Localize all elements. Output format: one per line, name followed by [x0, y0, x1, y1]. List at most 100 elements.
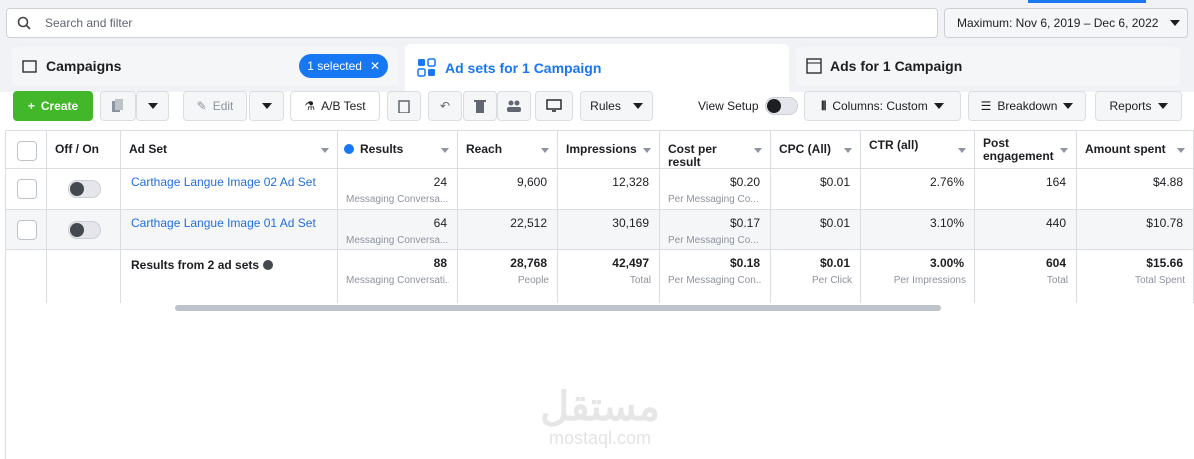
- tab-active[interactable]: Ad sets for 1 Campaign: [405, 44, 789, 92]
- date-range-text: Maximum: Nov 6, 2019 – Dec 6, 2022: [957, 16, 1159, 30]
- table-cell: Results from 2 ad sets: [121, 250, 338, 303]
- info-icon: [344, 144, 354, 154]
- checkbox[interactable]: [17, 179, 37, 199]
- selected-badge[interactable]: 1 selected ✕: [299, 54, 388, 78]
- ab-test-button[interactable]: ⚗ A/B Test: [290, 91, 380, 121]
- summary-label: Results from 2 ad sets: [131, 258, 274, 272]
- table-cell: 24 Messaging Conversa...: [338, 169, 458, 210]
- date-range[interactable]: Maximum: Nov 6, 2019 – Dec 6, 2022: [944, 8, 1188, 38]
- tab[interactable]: Ads for 1 Campaign: [796, 47, 1180, 85]
- table-cell: $0.01: [771, 210, 861, 250]
- sort-arrow: [541, 148, 549, 153]
- cell-subtext: Per Messaging Co...: [668, 194, 759, 205]
- status-toggle[interactable]: [68, 180, 101, 198]
- summary-label-text: Results from 2 ad sets: [131, 258, 260, 272]
- edit-button[interactable]: ✎ Edit: [183, 91, 247, 121]
- clear-icon: ✕: [369, 59, 380, 73]
- pencil: ✎: [196, 99, 207, 113]
- table-cell: $0.01: [771, 169, 861, 210]
- table-cell: 22,512: [458, 210, 558, 250]
- left-border: [5, 130, 6, 459]
- toggle-knob: [70, 223, 84, 237]
- tab-label: Ad sets for 1 Campaign: [445, 60, 602, 76]
- table-cell: 30,169: [558, 210, 660, 250]
- column-header: Reach: [466, 142, 503, 156]
- edit-menu[interactable]: [249, 91, 284, 121]
- cell-subtext: Total Spent: [1134, 275, 1185, 286]
- view-setup-toggle[interactable]: [765, 97, 798, 115]
- create-button[interactable]: + Create: [13, 91, 93, 121]
- caret: [1170, 20, 1181, 26]
- caret: [1157, 103, 1168, 109]
- table-cell: [6, 250, 47, 303]
- table-cell: [6, 210, 47, 250]
- search-placeholder: Search and filter: [45, 16, 133, 30]
- table-cell: 42,497 Total: [558, 250, 660, 303]
- clipboard-icon: [398, 100, 410, 113]
- delete-button[interactable]: [463, 91, 497, 121]
- badge-text: 1 selected: [307, 59, 362, 73]
- checkbox[interactable]: [17, 141, 37, 161]
- duplicate-menu[interactable]: [136, 91, 169, 121]
- columns-button[interactable]: ⫴ Columns: Custom: [804, 91, 961, 121]
- cell-value: 9,600: [516, 175, 547, 189]
- table-cell: 604 Total: [975, 250, 1077, 303]
- ad-set-link[interactable]: Carthage Langue Image 02 Ad Set: [131, 175, 316, 189]
- audience-button[interactable]: [497, 91, 531, 121]
- column-header: Amount spent: [1085, 142, 1166, 156]
- plus: +: [27, 99, 35, 113]
- clipboard-button[interactable]: [387, 91, 421, 121]
- table-cell: 3.00% Per Impressions: [861, 250, 975, 303]
- ad-set-link[interactable]: Carthage Langue Image 01 Ad Set: [131, 216, 316, 230]
- info-icon: [263, 260, 274, 270]
- search-box[interactable]: Search and filter: [6, 8, 938, 38]
- undo-button[interactable]: ↶: [428, 91, 462, 121]
- table-cell: $15.66 Total Spent: [1077, 250, 1194, 303]
- table-cell: $0.17 Per Messaging Co...: [660, 210, 771, 250]
- cell-value: 64: [433, 216, 447, 230]
- preview-icon: [546, 99, 562, 112]
- edit-label: Edit: [212, 99, 234, 113]
- cell-value: 28,768: [510, 256, 547, 270]
- columns-icon: ⫴: [821, 98, 827, 113]
- breakdown-label: Breakdown: [997, 99, 1058, 113]
- sort-arrow: [643, 148, 651, 153]
- caret: [261, 103, 272, 109]
- scrollbar[interactable]: [175, 305, 941, 311]
- status-toggle[interactable]: [68, 221, 101, 239]
- cell-value: 164: [1045, 175, 1066, 189]
- tab-label: Ads for 1 Campaign: [830, 58, 963, 74]
- table-cell: $0.20 Per Messaging Co...: [660, 169, 771, 210]
- cell-subtext: Messaging Conversa...: [346, 235, 449, 246]
- cell-value: $0.20: [729, 175, 760, 189]
- preview-button[interactable]: [535, 91, 573, 121]
- rules-button[interactable]: Rules: [580, 91, 653, 121]
- tab[interactable]: Campaigns 1 selected ✕: [12, 47, 398, 85]
- flask: ⚗: [304, 99, 316, 113]
- ads-icon: [806, 58, 822, 74]
- cell-value: $0.18: [729, 256, 760, 270]
- cell-subtext: Total: [1046, 275, 1068, 286]
- cell-value: 3.00%: [929, 256, 964, 270]
- table-cell: [6, 169, 47, 210]
- people-icon: [507, 100, 521, 112]
- table-cell: Carthage Langue Image 02 Ad Set: [121, 169, 338, 210]
- cell-value: $0.01: [819, 175, 850, 189]
- watermark-latin: mostaql.com: [548, 428, 652, 448]
- cell-value: $15.66: [1146, 256, 1183, 270]
- cell-value: $0.01: [819, 256, 850, 270]
- checkbox[interactable]: [17, 220, 37, 240]
- column-header: Results: [360, 142, 404, 156]
- table-cell: [6, 131, 47, 169]
- cell-value: 440: [1045, 216, 1066, 230]
- undo-icon: ↶: [439, 99, 451, 113]
- reports-button[interactable]: Reports: [1095, 91, 1182, 121]
- table-cell: $0.01 Per Click: [771, 250, 861, 303]
- column-header: Post engagement: [983, 136, 1054, 163]
- column-header: Ad Set: [129, 142, 168, 156]
- duplicate-button[interactable]: [100, 91, 136, 121]
- caret: [933, 103, 944, 109]
- breakdown-button[interactable]: ☰ Breakdown: [968, 91, 1086, 121]
- ab-test-label: A/B Test: [321, 99, 366, 113]
